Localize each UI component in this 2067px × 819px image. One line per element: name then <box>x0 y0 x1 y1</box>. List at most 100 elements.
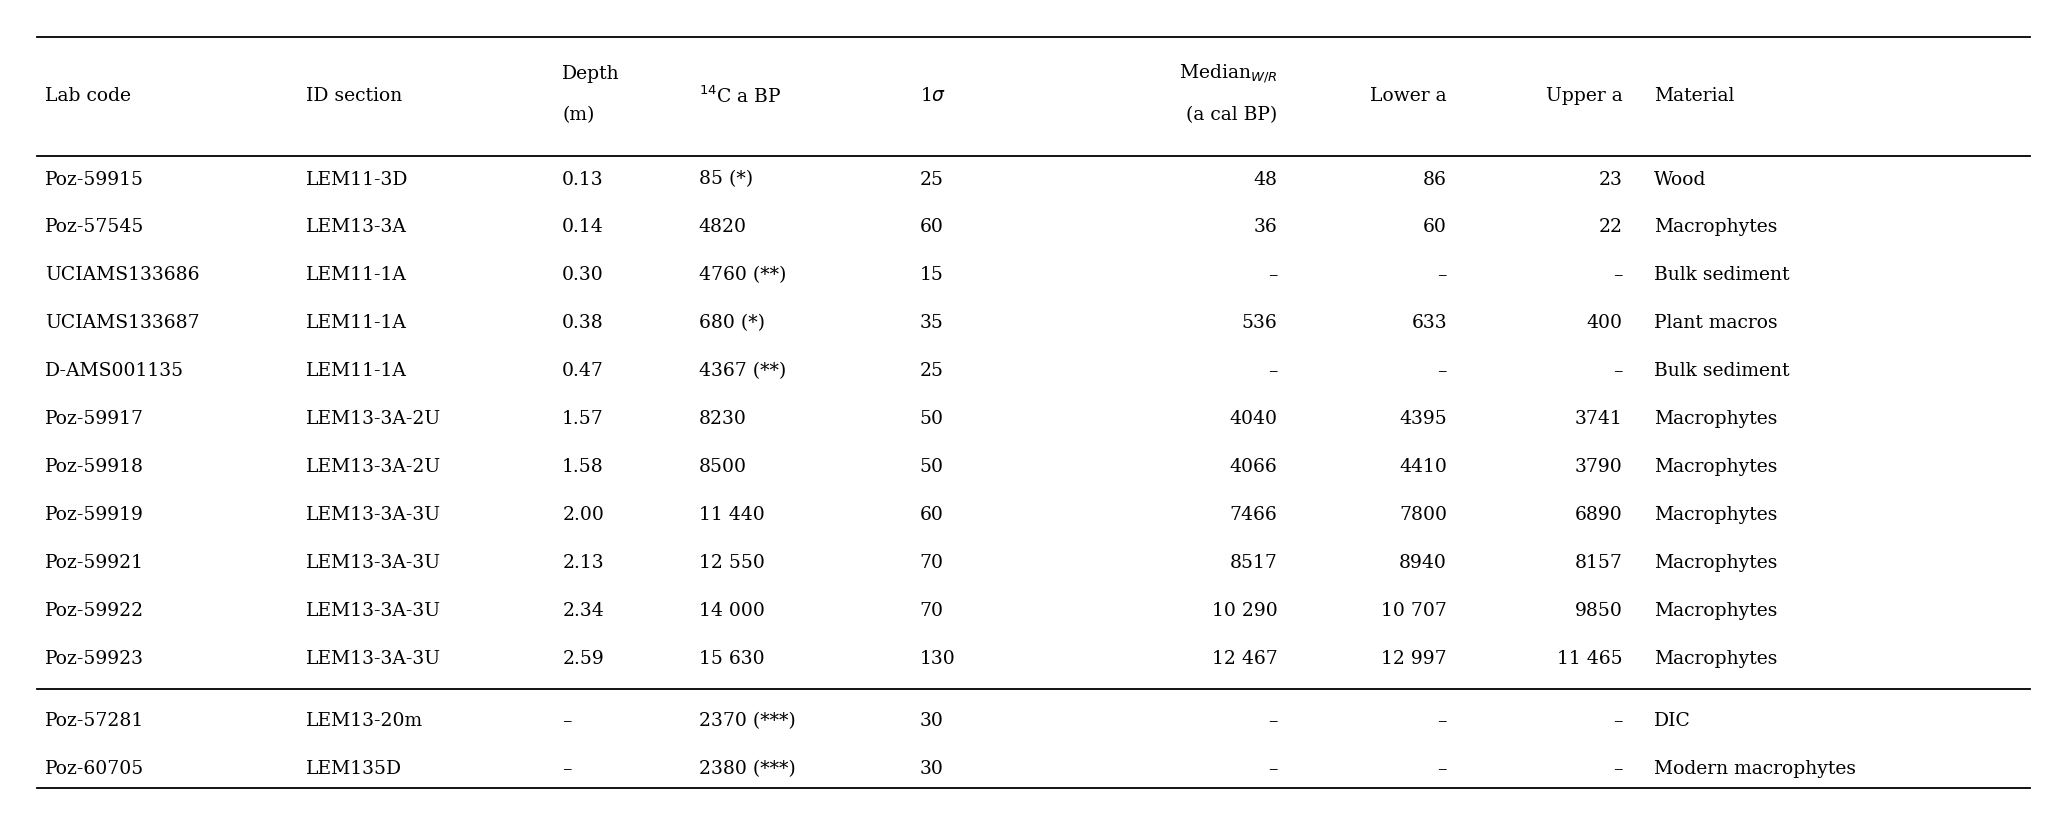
Text: Poz-59922: Poz-59922 <box>45 602 145 620</box>
Text: Poz-59915: Poz-59915 <box>45 170 145 188</box>
Text: Modern macrophytes: Modern macrophytes <box>1654 760 1856 778</box>
Text: 0.14: 0.14 <box>562 219 604 237</box>
Text: 4820: 4820 <box>699 219 746 237</box>
Text: LEM13-3A-2U: LEM13-3A-2U <box>306 410 440 428</box>
Text: LEM13-3A-3U: LEM13-3A-3U <box>306 649 440 667</box>
Text: Poz-59923: Poz-59923 <box>45 649 145 667</box>
Text: 30: 30 <box>920 760 945 778</box>
Text: Macrophytes: Macrophytes <box>1654 410 1778 428</box>
Text: 30: 30 <box>920 713 945 731</box>
Text: 4395: 4395 <box>1399 410 1447 428</box>
Text: 2370 (***): 2370 (***) <box>699 713 796 731</box>
Text: Macrophytes: Macrophytes <box>1654 458 1778 476</box>
Text: 7466: 7466 <box>1230 506 1277 524</box>
Text: Macrophytes: Macrophytes <box>1654 602 1778 620</box>
Text: LEM13-3A: LEM13-3A <box>306 219 407 237</box>
Text: 0.47: 0.47 <box>562 362 604 380</box>
Text: 15: 15 <box>920 266 945 284</box>
Text: –: – <box>1437 362 1447 380</box>
Text: Macrophytes: Macrophytes <box>1654 506 1778 524</box>
Text: 4040: 4040 <box>1230 410 1277 428</box>
Text: –: – <box>1612 760 1623 778</box>
Text: 35: 35 <box>920 314 945 333</box>
Text: DIC: DIC <box>1654 713 1691 731</box>
Text: Poz-57281: Poz-57281 <box>45 713 145 731</box>
Text: 8157: 8157 <box>1575 554 1623 572</box>
Text: LEM11-3D: LEM11-3D <box>306 170 409 188</box>
Text: Macrophytes: Macrophytes <box>1654 554 1778 572</box>
Text: –: – <box>1612 713 1623 731</box>
Text: 2.13: 2.13 <box>562 554 604 572</box>
Text: Lab code: Lab code <box>45 88 132 105</box>
Text: 70: 70 <box>920 602 945 620</box>
Text: 1.57: 1.57 <box>562 410 604 428</box>
Text: Bulk sediment: Bulk sediment <box>1654 266 1790 284</box>
Text: –: – <box>1267 760 1277 778</box>
Text: –: – <box>562 760 573 778</box>
Text: 1.58: 1.58 <box>562 458 604 476</box>
Text: 36: 36 <box>1255 219 1277 237</box>
Text: –: – <box>1267 266 1277 284</box>
Text: 7800: 7800 <box>1399 506 1447 524</box>
Text: Poz-57545: Poz-57545 <box>45 219 145 237</box>
Text: Median$_{W/R}$: Median$_{W/R}$ <box>1178 62 1277 85</box>
Text: Lower a: Lower a <box>1370 88 1447 105</box>
Text: UCIAMS133686: UCIAMS133686 <box>45 266 200 284</box>
Text: Bulk sediment: Bulk sediment <box>1654 362 1790 380</box>
Text: ID section: ID section <box>306 88 403 105</box>
Text: –: – <box>1612 266 1623 284</box>
Text: 25: 25 <box>920 362 945 380</box>
Text: 15 630: 15 630 <box>699 649 765 667</box>
Text: 2.59: 2.59 <box>562 649 604 667</box>
Text: 85 (*): 85 (*) <box>699 170 752 188</box>
Text: 4066: 4066 <box>1230 458 1277 476</box>
Text: 4410: 4410 <box>1399 458 1447 476</box>
Text: UCIAMS133687: UCIAMS133687 <box>45 314 200 333</box>
Text: LEM13-3A-3U: LEM13-3A-3U <box>306 554 440 572</box>
Text: 22: 22 <box>1598 219 1623 237</box>
Text: 14 000: 14 000 <box>699 602 765 620</box>
Text: LEM13-3A-3U: LEM13-3A-3U <box>306 506 440 524</box>
Text: LEM11-1A: LEM11-1A <box>306 314 407 333</box>
Text: 50: 50 <box>920 458 945 476</box>
Text: Poz-59917: Poz-59917 <box>45 410 145 428</box>
Text: 2380 (***): 2380 (***) <box>699 760 796 778</box>
Text: 4760 (**): 4760 (**) <box>699 266 785 284</box>
Text: 130: 130 <box>920 649 955 667</box>
Text: 10 707: 10 707 <box>1381 602 1447 620</box>
Text: –: – <box>1267 713 1277 731</box>
Text: 60: 60 <box>920 506 945 524</box>
Text: 50: 50 <box>920 410 945 428</box>
Text: 10 290: 10 290 <box>1211 602 1277 620</box>
Text: Poz-60705: Poz-60705 <box>45 760 145 778</box>
Text: 0.38: 0.38 <box>562 314 604 333</box>
Text: $^{14}$C a BP: $^{14}$C a BP <box>699 85 781 107</box>
Text: 680 (*): 680 (*) <box>699 314 765 333</box>
Text: 86: 86 <box>1422 170 1447 188</box>
Text: 8230: 8230 <box>699 410 746 428</box>
Text: 11 440: 11 440 <box>699 506 765 524</box>
Text: –: – <box>1612 362 1623 380</box>
Text: 9850: 9850 <box>1575 602 1623 620</box>
Text: Upper a: Upper a <box>1546 88 1623 105</box>
Text: 8940: 8940 <box>1399 554 1447 572</box>
Text: Depth: Depth <box>562 65 620 83</box>
Text: 6890: 6890 <box>1575 506 1623 524</box>
Text: 2.34: 2.34 <box>562 602 604 620</box>
Text: Macrophytes: Macrophytes <box>1654 219 1778 237</box>
Text: 3741: 3741 <box>1575 410 1623 428</box>
Text: 60: 60 <box>920 219 945 237</box>
Text: Material: Material <box>1654 88 1734 105</box>
Text: 0.13: 0.13 <box>562 170 604 188</box>
Text: 2.00: 2.00 <box>562 506 604 524</box>
Text: 60: 60 <box>1422 219 1447 237</box>
Text: 0.30: 0.30 <box>562 266 604 284</box>
Text: 25: 25 <box>920 170 945 188</box>
Text: –: – <box>562 713 573 731</box>
Text: 12 550: 12 550 <box>699 554 765 572</box>
Text: 8517: 8517 <box>1230 554 1277 572</box>
Text: Poz-59919: Poz-59919 <box>45 506 145 524</box>
Text: 23: 23 <box>1598 170 1623 188</box>
Text: 12 467: 12 467 <box>1211 649 1277 667</box>
Text: LEM13-3A-2U: LEM13-3A-2U <box>306 458 440 476</box>
